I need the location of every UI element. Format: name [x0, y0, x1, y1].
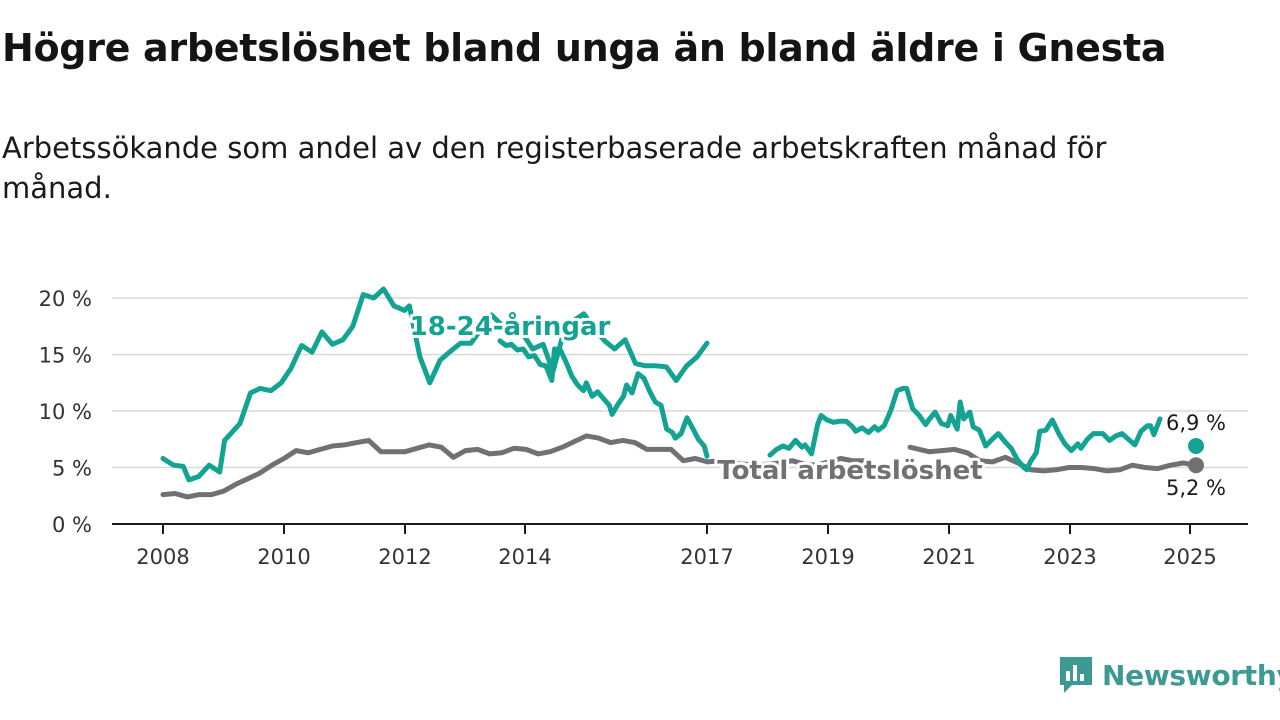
x-tick-label: 2021 — [922, 545, 975, 569]
total-end-label: 5,2 % — [1166, 476, 1226, 500]
total-end-label-halo: 5,2 % — [1166, 476, 1226, 500]
youth-end-dot — [1188, 438, 1204, 455]
chart-title: Högre arbetslöshet bland unga än bland ä… — [2, 26, 1167, 70]
y-tick-label: 5 % — [52, 457, 92, 481]
bar-chart-icon — [1060, 657, 1092, 693]
youth-end-label: 6,9 % — [1166, 411, 1226, 435]
grid-lines — [112, 297, 1248, 525]
total-series-line-late — [907, 444, 1199, 474]
youth-series-label-halo: 18-24-åringar — [410, 310, 611, 342]
y-tick-label: 20 % — [39, 287, 92, 311]
x-tick-label: 2008 — [136, 545, 189, 569]
x-tick-label: 2010 — [257, 545, 310, 569]
youth-series-label: 18-24-åringar — [410, 310, 611, 342]
y-tick-label: 10 % — [39, 400, 92, 424]
total-series-label-halo: Total arbetslöshet — [717, 456, 982, 486]
youth-series-line-late — [767, 385, 1163, 473]
y-tick-label: 15 % — [39, 344, 92, 368]
x-tick-label: 2023 — [1043, 545, 1096, 569]
total-series-label: Total arbetslöshet — [717, 456, 982, 486]
y-axis-ticks: 0 % 5 % 10 % 15 % 20 % — [39, 287, 92, 537]
x-tick-label: 2025 — [1163, 545, 1216, 569]
youth-series-line-mid — [497, 338, 710, 459]
youth-end-label-halo: 6,9 % — [1166, 411, 1226, 435]
series-lines — [160, 286, 1204, 500]
x-tick-label: 2014 — [498, 545, 551, 569]
x-axis-ticks: 2008 2010 2012 2014 2017 2019 2021 2023 2025 — [136, 524, 1217, 569]
x-tick-label: 2019 — [801, 545, 854, 569]
total-series-line-early — [160, 433, 868, 500]
x-tick-label: 2012 — [378, 545, 431, 569]
newsworthy-logo: Newsworthy — [1058, 654, 1280, 696]
brand-name: Newsworthy — [1102, 658, 1280, 692]
youth-series-line-early — [160, 286, 710, 483]
total-end-dot — [1188, 457, 1204, 474]
y-tick-label: 0 % — [52, 513, 92, 537]
x-tick-label: 2017 — [680, 545, 733, 569]
chart-subtitle: Arbetssökande som andel av den registerb… — [2, 131, 1107, 205]
